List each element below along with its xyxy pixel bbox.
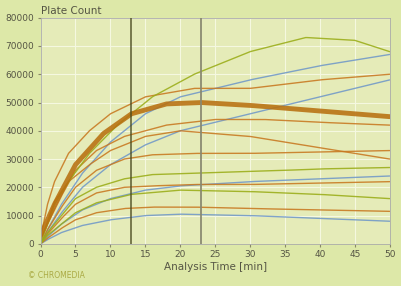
X-axis label: Analysis Time [min]: Analysis Time [min]: [164, 262, 267, 272]
Text: © CHROMEDIA: © CHROMEDIA: [28, 271, 85, 280]
Text: Plate Count: Plate Count: [41, 5, 101, 15]
